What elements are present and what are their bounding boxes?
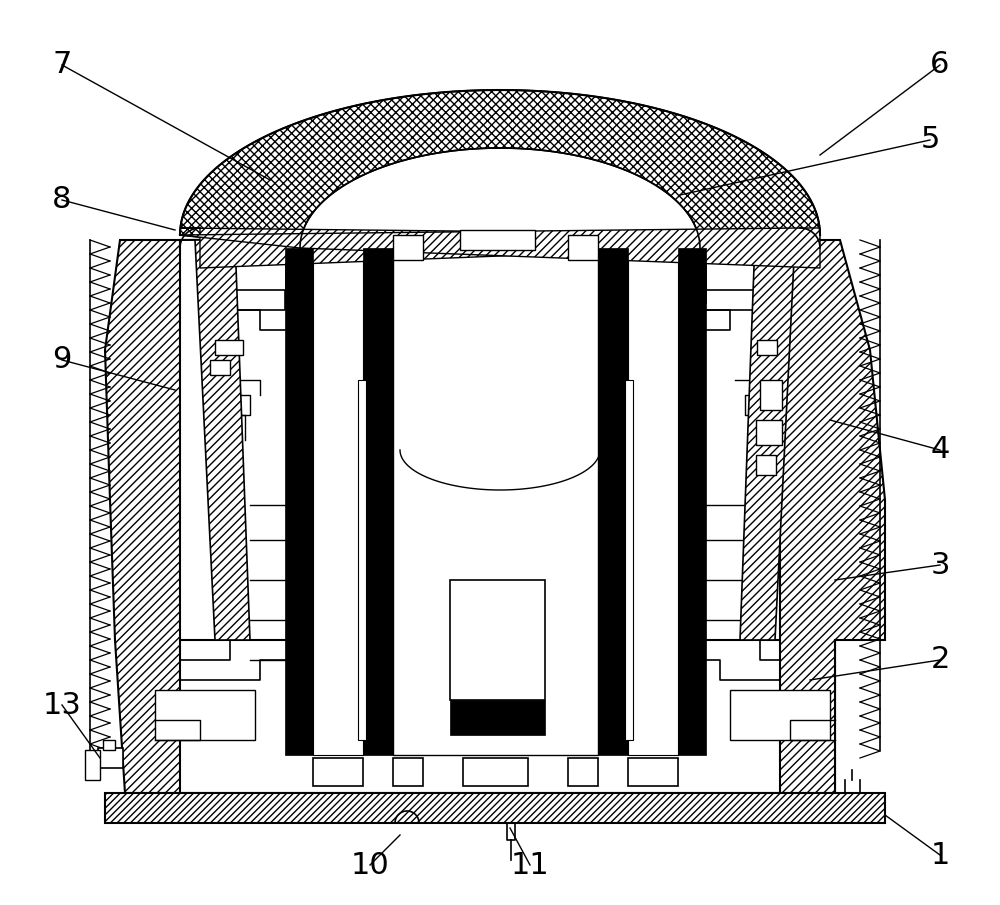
Bar [760, 380, 782, 410]
Bar [285, 245, 313, 755]
Bar [625, 380, 633, 740]
Bar [98, 748, 123, 768]
Polygon shape [180, 228, 820, 268]
Bar [105, 793, 885, 823]
Bar [678, 248, 706, 303]
Bar [285, 248, 313, 303]
Bar [756, 420, 782, 445]
Bar [103, 740, 115, 750]
Text: 4: 4 [930, 435, 950, 464]
Bar [678, 245, 706, 755]
Text: 13: 13 [43, 691, 81, 719]
Bar [568, 758, 598, 786]
Bar [628, 245, 678, 755]
Bar [393, 758, 423, 786]
Bar [85, 750, 100, 780]
Polygon shape [740, 240, 795, 640]
Bar [393, 235, 423, 260]
Bar [450, 700, 545, 735]
Bar [155, 690, 255, 740]
Polygon shape [105, 240, 180, 793]
Polygon shape [180, 228, 820, 268]
Text: 11: 11 [511, 851, 549, 880]
Text: 7: 7 [52, 51, 72, 80]
Bar [460, 230, 535, 250]
Bar [363, 248, 393, 303]
Text: 1: 1 [930, 841, 950, 870]
Bar [215, 340, 243, 355]
Bar [757, 340, 777, 355]
Bar [628, 758, 678, 786]
Text: 10: 10 [351, 851, 389, 880]
Text: 5: 5 [920, 126, 940, 155]
Text: 3: 3 [930, 550, 950, 579]
Bar [598, 245, 628, 755]
Bar [358, 380, 366, 740]
Polygon shape [180, 90, 820, 248]
Text: 8: 8 [52, 186, 72, 214]
Bar [756, 455, 776, 475]
Bar [313, 758, 363, 786]
Bar [210, 360, 230, 375]
Bar [450, 580, 545, 700]
Text: 6: 6 [930, 51, 950, 80]
Bar [363, 245, 393, 755]
Bar [598, 248, 628, 303]
Bar [393, 245, 598, 755]
Text: 2: 2 [930, 645, 950, 674]
Bar [730, 690, 830, 740]
Bar [463, 758, 528, 786]
Polygon shape [780, 240, 885, 793]
Polygon shape [195, 240, 250, 640]
Bar [313, 245, 363, 755]
Text: 9: 9 [52, 346, 72, 375]
Bar [568, 235, 598, 260]
